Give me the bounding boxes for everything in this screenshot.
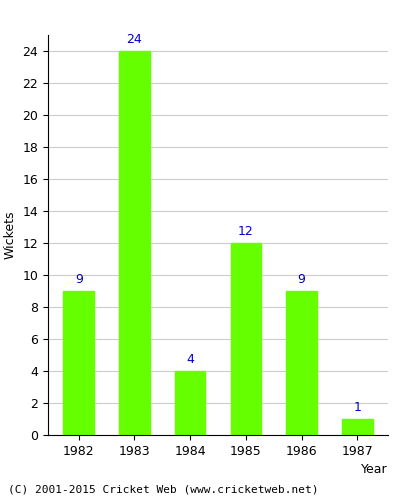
- Text: 4: 4: [186, 353, 194, 366]
- Text: 12: 12: [238, 225, 254, 238]
- Bar: [119, 51, 150, 435]
- Bar: [230, 243, 261, 435]
- Bar: [175, 371, 206, 435]
- Bar: [64, 291, 94, 435]
- Text: 9: 9: [298, 273, 306, 286]
- Text: 9: 9: [75, 273, 83, 286]
- Text: Year: Year: [361, 463, 388, 476]
- Bar: [286, 291, 317, 435]
- Y-axis label: Wickets: Wickets: [4, 211, 17, 259]
- Text: 1: 1: [353, 401, 361, 414]
- Bar: [342, 419, 372, 435]
- Text: (C) 2001-2015 Cricket Web (www.cricketweb.net): (C) 2001-2015 Cricket Web (www.cricketwe…: [8, 485, 318, 495]
- Text: 24: 24: [126, 33, 142, 46]
